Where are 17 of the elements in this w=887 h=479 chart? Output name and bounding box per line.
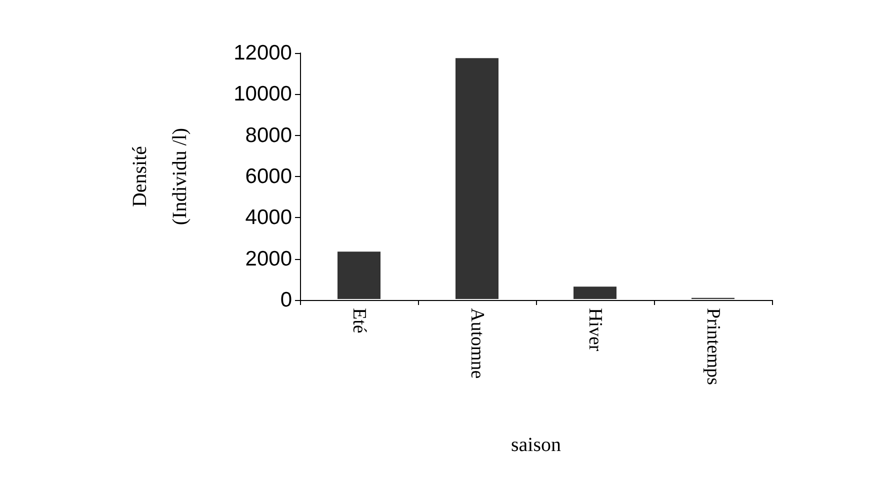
x-tick-label: Hiver <box>584 308 606 352</box>
y-axis-title: Densité (Individu /l) <box>129 128 191 226</box>
x-axis-title: saison <box>511 434 561 456</box>
bar <box>572 286 618 300</box>
y-tick-label: 12000 <box>234 42 292 64</box>
y-tick-label: 4000 <box>245 206 292 230</box>
x-tick-label: Printemps <box>702 308 724 386</box>
y-tick-label: 0 <box>280 288 292 312</box>
y-tick-label: 2000 <box>245 247 292 270</box>
bar <box>336 250 382 300</box>
x-tick-label: Eté <box>348 308 370 334</box>
y-tick-label: 8000 <box>245 124 292 147</box>
bar <box>690 296 736 300</box>
y-tick-label: 10000 <box>234 82 292 106</box>
bar <box>454 57 500 300</box>
x-tick-label: Automne <box>466 308 488 379</box>
y-tick-label: 6000 <box>245 165 292 188</box>
